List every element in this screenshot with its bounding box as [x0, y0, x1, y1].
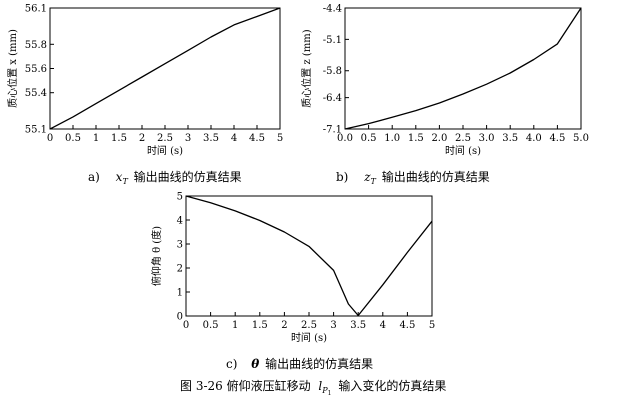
y-tick-label: 3 — [177, 240, 183, 251]
series-line — [49, 7, 281, 130]
x-tick-label: 1.5 — [111, 133, 127, 144]
x-tick-label: 3 — [330, 320, 336, 331]
y-tick-label: -4.4 — [323, 4, 342, 15]
y-tick-label: -6.4 — [323, 93, 342, 104]
x-tick-label: 3.5 — [502, 133, 518, 144]
caption-a: a) xT 输出曲线的仿真结果 — [88, 169, 242, 187]
y-tick-label: 2 — [177, 264, 183, 275]
y-tick-label: 55.8 — [25, 40, 47, 51]
y-tick-label: 55.4 — [25, 88, 47, 99]
y-tick-label: 5 — [177, 192, 183, 203]
x-tick-label: 0.5 — [361, 133, 377, 144]
y-tick-label: 0 — [177, 312, 183, 323]
x-axis-title: 时间 (s) — [291, 331, 327, 344]
figure-caption: 图 3-26 俯仰液压缸移动 lP1 输入变化的仿真结果 — [180, 378, 446, 398]
y-tick-label: -5.1 — [323, 35, 342, 46]
x-tick-label: 0.5 — [203, 320, 219, 331]
x-tick-label: 5.0 — [573, 133, 589, 144]
x-tick-label: 0.5 — [65, 133, 81, 144]
caption-b: b) zT 输出曲线的仿真结果 — [336, 169, 490, 187]
y-axis-title: 质心位置 x (mm) — [6, 29, 19, 108]
x-tick-label: 2 — [139, 133, 145, 144]
x-axis-title: 时间 (s) — [445, 144, 481, 157]
x-tick-label: 2.5 — [157, 133, 173, 144]
chart-z-position: 0.0 0.5 1.0 1.5 2.0 2.5 3.0 3.5 4.0 4.5 5.0 -7.1 -6.… — [300, 4, 589, 158]
x-tick-label: 1 — [93, 133, 99, 144]
series-line — [185, 195, 433, 317]
x-tick-label: 2.0 — [431, 133, 447, 144]
x-tick-label: 4.5 — [249, 133, 265, 144]
x-tick-label: 5 — [277, 133, 283, 144]
y-axis-title: 质心位置 z (mm) — [300, 29, 313, 107]
x-tick-label: 3 — [185, 133, 191, 144]
x-tick-label: 2.5 — [455, 133, 471, 144]
x-tick-label: 2.5 — [301, 320, 317, 331]
x-tick-label: 1.5 — [252, 320, 268, 331]
y-tick-label: -7.1 — [323, 125, 342, 136]
y-tick-label: -5.8 — [323, 66, 342, 77]
y-axis-title: 俯仰角 θ (度) — [150, 226, 163, 286]
y-tick-label: 4 — [177, 216, 183, 227]
x-tick-label: 0 — [47, 133, 53, 144]
y-tick-label: 55.1 — [25, 125, 47, 136]
y-tick-label: 1 — [177, 288, 183, 299]
series-line — [344, 7, 582, 130]
x-tick-label: 1.5 — [408, 133, 424, 144]
plot-frame — [185, 195, 433, 317]
x-tick-label: 5 — [429, 320, 435, 331]
x-tick-label: 2 — [281, 320, 287, 331]
plot-frame — [344, 7, 582, 130]
x-tick-label: 4 — [380, 320, 386, 331]
y-tick-label: 56.1 — [25, 4, 47, 15]
x-tick-label: 4.5 — [549, 133, 565, 144]
x-tick-label: 4 — [231, 133, 237, 144]
x-tick-label: 4.5 — [399, 320, 415, 331]
y-tick-label: 55.6 — [25, 64, 47, 75]
chart-x-position: 0 0.5 1 1.5 2 2.5 3 3.5 4 4.5 5 55.1 55.4 55.6 55.8 56.… — [6, 4, 283, 158]
x-tick-label: 4.0 — [526, 133, 542, 144]
x-tick-label: 3.5 — [350, 320, 366, 331]
x-tick-label: 1 — [232, 320, 238, 331]
x-tick-label: 3.5 — [203, 133, 219, 144]
chart-pitch-angle: 0 0.5 1 1.5 2 2.5 3 3.5 4 4.5 5 0 1 2 3 4 5 时间 (s) 俯仰角 θ (… — [150, 192, 435, 345]
x-axis-title: 时间 (s) — [147, 144, 183, 157]
x-tick-label: 0 — [183, 320, 189, 331]
caption-c: c) θ 输出曲线的仿真结果 — [226, 356, 373, 371]
x-tick-label: 1.0 — [384, 133, 400, 144]
x-tick-label: 3.0 — [479, 133, 495, 144]
x-tick-label: 0.0 — [337, 133, 353, 144]
